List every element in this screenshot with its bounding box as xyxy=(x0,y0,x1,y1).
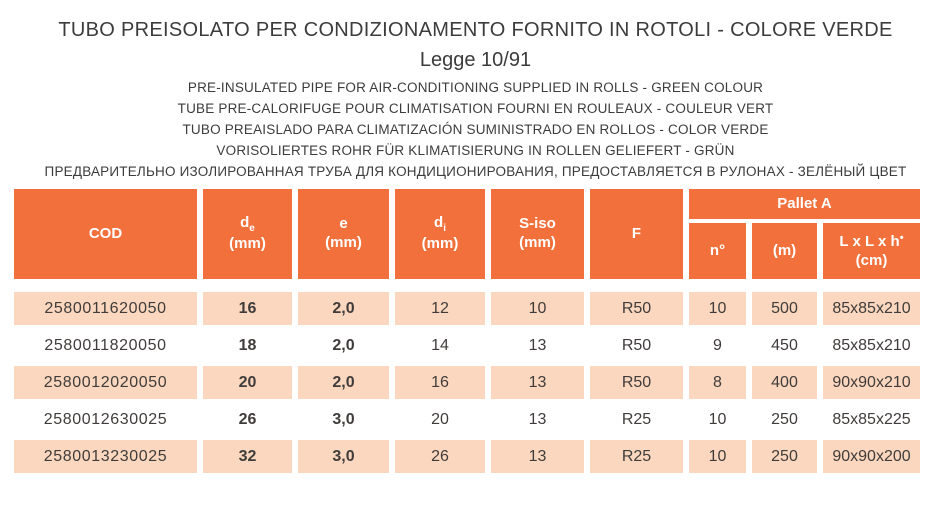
cell-pallet-dim: 90x90x200 xyxy=(823,440,920,473)
col-header-pallet-a: Pallet A xyxy=(689,189,920,219)
col-header-siso-unit: (mm) xyxy=(519,234,556,251)
cell-e: 2,0 xyxy=(298,366,389,399)
cell-cod: 2580012630025 xyxy=(14,403,197,436)
cell-pallet-n: 10 xyxy=(689,403,746,436)
title-russian: ПРЕДВАРИТЕЛЬНО ИЗОЛИРОВАННАЯ ТРУБА ДЛЯ К… xyxy=(44,164,907,179)
col-header-di-main: d xyxy=(434,213,444,231)
col-header-f: F xyxy=(590,189,683,279)
col-header-pallet-dim-main: L x L x h xyxy=(839,232,900,250)
cell-pallet-dim: 85x85x210 xyxy=(823,329,920,362)
title-spanish: TUBO PREAISLADO PARA CLIMATIZACIÓN SUMIN… xyxy=(182,122,769,137)
cell-siso: 13 xyxy=(491,366,584,399)
cell-di: 26 xyxy=(395,440,485,473)
cell-f: R50 xyxy=(590,366,683,399)
col-header-pallet-dim: L x L x h• (cm) xyxy=(823,223,920,279)
table-row: 2580011820050 18 2,0 14 13 R50 9 450 85x… xyxy=(14,329,920,362)
cell-siso: 10 xyxy=(491,292,584,325)
col-header-di-unit: (mm) xyxy=(421,235,459,253)
col-header-di: di (mm) xyxy=(395,189,485,279)
cell-cod: 2580011820050 xyxy=(14,329,197,362)
cell-di: 16 xyxy=(395,366,485,399)
cell-pallet-m: 400 xyxy=(752,366,817,399)
page-title-italian: TUBO PREISOLATO PER CONDIZIONAMENTO FORN… xyxy=(58,19,893,41)
cell-pallet-dim: 85x85x210 xyxy=(823,292,920,325)
cell-pallet-n: 8 xyxy=(689,366,746,399)
spec-table: COD de (mm) e (mm) di (mm) S-iso (mm) F Pall… xyxy=(8,185,926,477)
cell-pallet-m: 250 xyxy=(752,440,817,473)
cell-f: R25 xyxy=(590,440,683,473)
cell-pallet-m: 250 xyxy=(752,403,817,436)
cell-de: 32 xyxy=(203,440,292,473)
col-header-pallet-m: (m) xyxy=(752,223,817,279)
col-header-pallet-dim-unit: (cm) xyxy=(855,251,888,269)
col-header-siso: S-iso (mm) xyxy=(491,189,584,279)
cell-f: R50 xyxy=(590,329,683,362)
table-row: 2580012630025 26 3,0 20 13 R25 10 250 85… xyxy=(14,403,920,436)
col-header-e: e (mm) xyxy=(298,189,389,279)
title-french: TUBE PRE-CALORIFUGE POUR CLIMATISATION F… xyxy=(177,101,774,116)
col-header-e-unit: (mm) xyxy=(325,234,362,251)
cell-pallet-m: 450 xyxy=(752,329,817,362)
cell-cod: 2580013230025 xyxy=(14,440,197,473)
col-header-siso-main: S-iso xyxy=(519,215,556,233)
cell-siso: 13 xyxy=(491,329,584,362)
col-header-cod: COD xyxy=(14,189,197,279)
cell-di: 14 xyxy=(395,329,485,362)
title-german: VORISOLIERTES ROHR FÜR KLIMATISIERUNG IN… xyxy=(216,143,735,158)
cell-e: 3,0 xyxy=(298,403,389,436)
cell-cod: 2580011620050 xyxy=(14,292,197,325)
col-header-e-main: e xyxy=(339,215,348,233)
table-row: 2580011620050 16 2,0 12 10 R50 10 500 85… xyxy=(14,292,920,325)
cell-pallet-dim: 85x85x225 xyxy=(823,403,920,436)
col-header-de: de (mm) xyxy=(203,189,292,279)
col-header-de-unit: (mm) xyxy=(229,235,266,253)
cell-f: R50 xyxy=(590,292,683,325)
cell-f: R25 xyxy=(590,403,683,436)
table-header: COD de (mm) e (mm) di (mm) S-iso (mm) F Pall… xyxy=(14,189,920,279)
cell-e: 2,0 xyxy=(298,292,389,325)
col-header-de-sub: e xyxy=(249,222,255,234)
cell-de: 16 xyxy=(203,292,292,325)
cell-pallet-dim: 90x90x210 xyxy=(823,366,920,399)
table-row: 2580013230025 32 3,0 26 13 R25 10 250 90… xyxy=(14,440,920,473)
cell-pallet-m: 500 xyxy=(752,292,817,325)
col-header-de-main: d xyxy=(240,213,250,231)
cell-pallet-n: 10 xyxy=(689,440,746,473)
cell-de: 20 xyxy=(203,366,292,399)
cell-siso: 13 xyxy=(491,440,584,473)
page-subtitle-law: Legge 10/91 xyxy=(419,49,532,71)
cell-di: 12 xyxy=(395,292,485,325)
document-header: TUBO PREISOLATO PER CONDIZIONAMENTO FORN… xyxy=(0,19,951,179)
title-english: PRE-INSULATED PIPE FOR AIR-CONDITIONING … xyxy=(187,80,764,95)
header-row-sub: n° (m) L x L x h• (cm) xyxy=(14,223,920,279)
col-header-pallet-n: n° xyxy=(689,223,746,279)
table-body: 2580011620050 16 2,0 12 10 R50 10 500 85… xyxy=(14,283,920,473)
cell-siso: 13 xyxy=(491,403,584,436)
cell-de: 18 xyxy=(203,329,292,362)
header-row-top: COD de (mm) e (mm) di (mm) S-iso (mm) F Pall… xyxy=(14,189,920,279)
cell-pallet-n: 9 xyxy=(689,329,746,362)
table-row: 2580012020050 20 2,0 16 13 R50 8 400 90x… xyxy=(14,366,920,399)
cell-e: 2,0 xyxy=(298,329,389,362)
col-header-pallet-dim-sup: • xyxy=(899,231,904,244)
cell-de: 26 xyxy=(203,403,292,436)
cell-pallet-n: 10 xyxy=(689,292,746,325)
col-header-di-sub: i xyxy=(443,222,446,234)
cell-cod: 2580012020050 xyxy=(14,366,197,399)
cell-di: 20 xyxy=(395,403,485,436)
cell-e: 3,0 xyxy=(298,440,389,473)
